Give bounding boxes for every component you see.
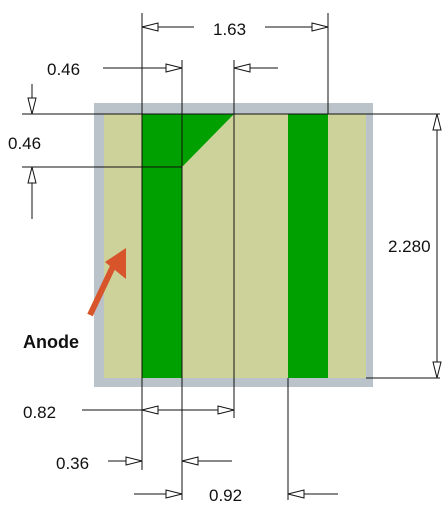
top-dimension-left-arrow [141,22,159,32]
stripe-gap-label: 0.82 [23,403,56,422]
height-label: 2.280 [388,237,431,256]
right-spacing-right-arrow [287,489,305,499]
stripe-gap-right-arrow [217,405,235,415]
anode-callout-arrow-head [105,248,126,279]
left-offset-bottom-arrow [27,166,37,184]
total-width-label: 1.63 [213,20,246,39]
right-spacing-label: 0.92 [209,486,242,505]
first-stripe-right-arrow [181,456,199,466]
height-bottom-arrow [432,361,442,379]
cathode-stripe [288,114,328,378]
first-stripe-left-arrow [125,456,143,466]
top-dimension-right-arrow [311,22,329,32]
left-offset-label: 0.46 [8,134,41,153]
left-offset-top-arrow [27,97,37,115]
anode-stripe [142,114,234,378]
anode-label: Anode [23,332,79,352]
top-offset-left-arrow [165,63,183,73]
top-offset-right-arrow [233,63,251,73]
stripe-gap-left-arrow [141,405,159,415]
height-top-arrow [432,113,442,131]
top-offset-label: 0.46 [47,60,80,79]
first-stripe-width-label: 0.36 [56,454,89,473]
right-spacing-left-arrow [165,489,183,499]
